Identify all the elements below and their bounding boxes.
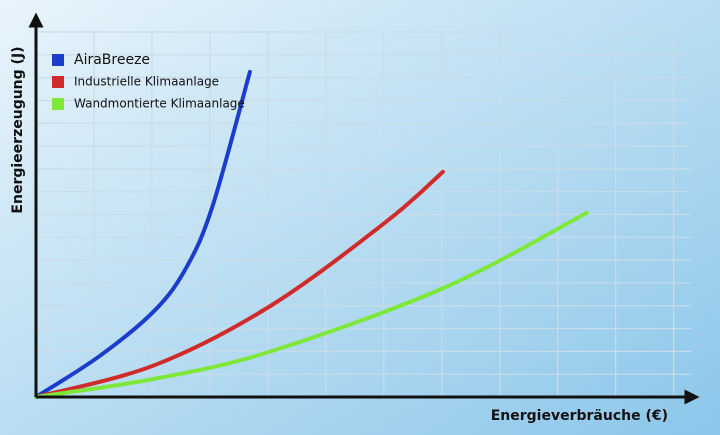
x-axis-label: Energieverbräuche (€): [491, 408, 668, 424]
legend: AiraBreeze Industrielle Klimaanlage Wandmo…: [52, 52, 245, 111]
legend-swatch: [52, 76, 64, 88]
legend-swatch: [52, 54, 64, 66]
legend-label: Industrielle Klimaanlage: [74, 75, 219, 89]
legend-label: AiraBreeze: [74, 52, 150, 68]
legend-swatch: [52, 98, 64, 110]
series-line: [34, 169, 445, 399]
series-line: [34, 210, 589, 399]
series-line: [34, 69, 252, 399]
lines: [34, 69, 589, 399]
y-axis-label: Energieerzeugung (J): [10, 46, 26, 213]
legend-label: Wandmontierte Klimaanlage: [74, 97, 245, 111]
